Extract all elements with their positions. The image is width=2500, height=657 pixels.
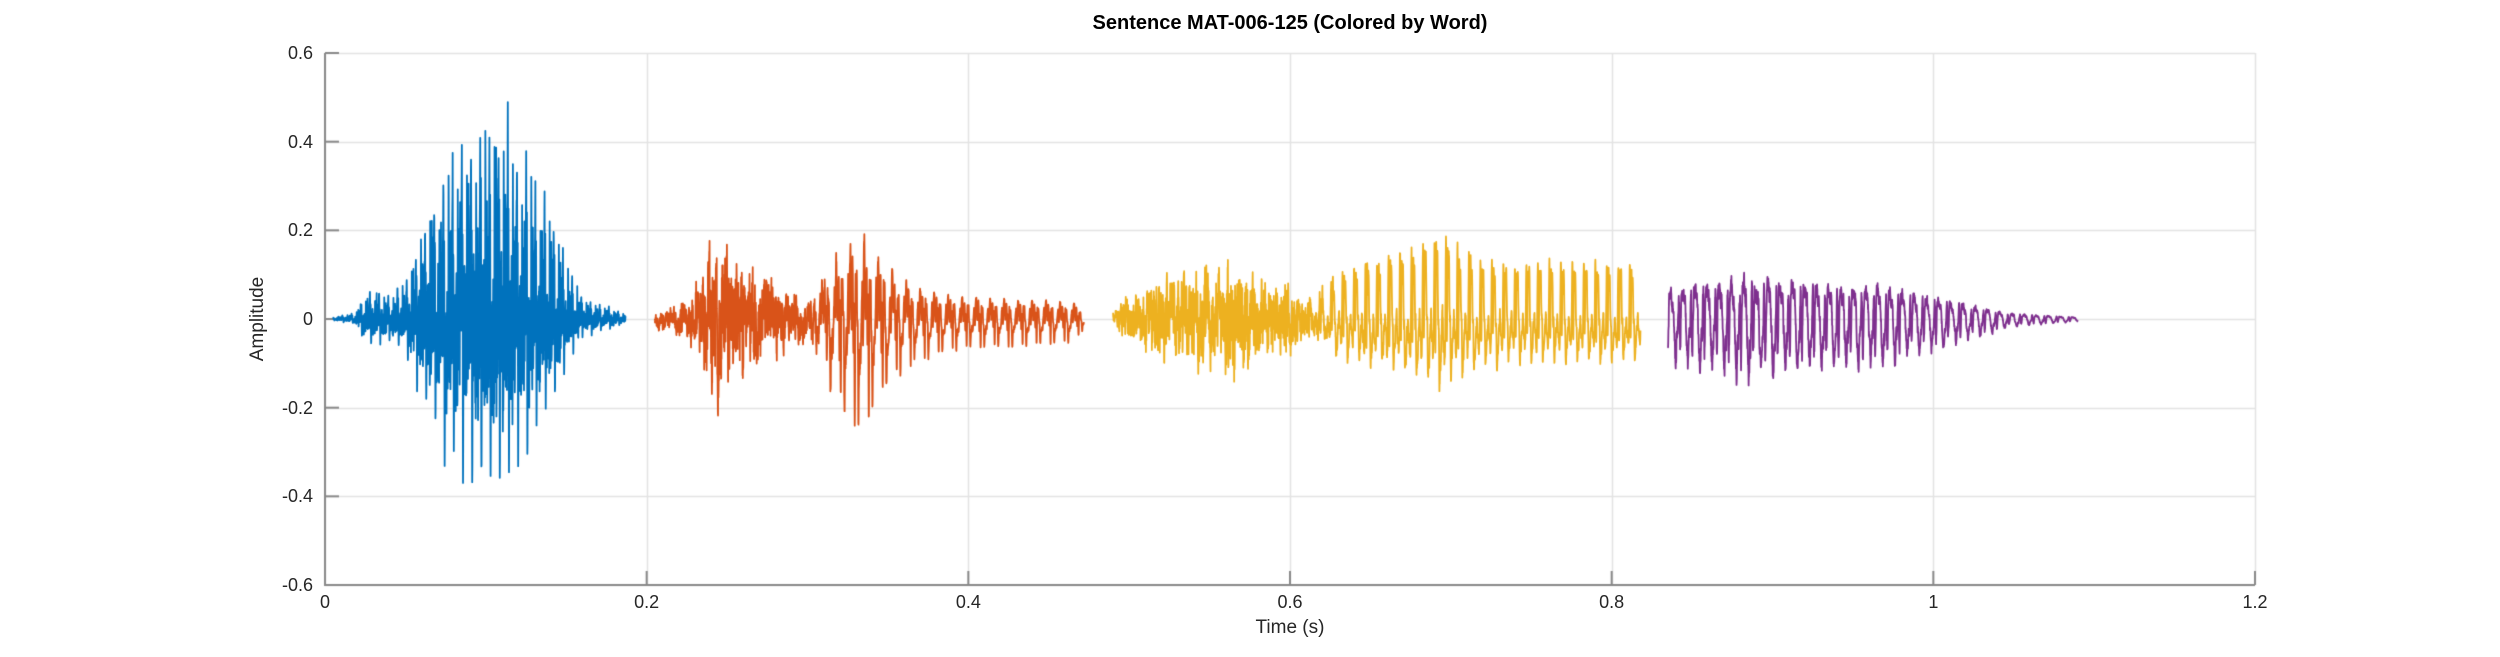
x-tick-label: 0.8: [1599, 592, 1625, 612]
x-tick-label: 0.6: [1277, 592, 1303, 612]
chart-title: Sentence MAT-006-125 (Colored by Word): [1092, 12, 1488, 34]
y-tick-label: 0: [302, 309, 313, 329]
x-tick-label: 0: [319, 592, 330, 612]
y-tick-label: -0.2: [281, 397, 313, 418]
y-tick-label: 0.4: [287, 131, 313, 152]
y-tick-label: -0.4: [281, 486, 313, 507]
x-tick-label: 1.2: [2242, 592, 2268, 612]
x-tick-label: 1: [1928, 592, 1939, 612]
y-tick-label: -0.6: [281, 575, 313, 595]
y-tick-label: 0.6: [287, 43, 313, 63]
x-tick-label: 0.2: [634, 592, 660, 612]
x-axis-label: Time (s): [1255, 617, 1325, 638]
x-tick-label: 0.4: [955, 592, 981, 612]
y-tick-label: 0.2: [287, 220, 313, 241]
